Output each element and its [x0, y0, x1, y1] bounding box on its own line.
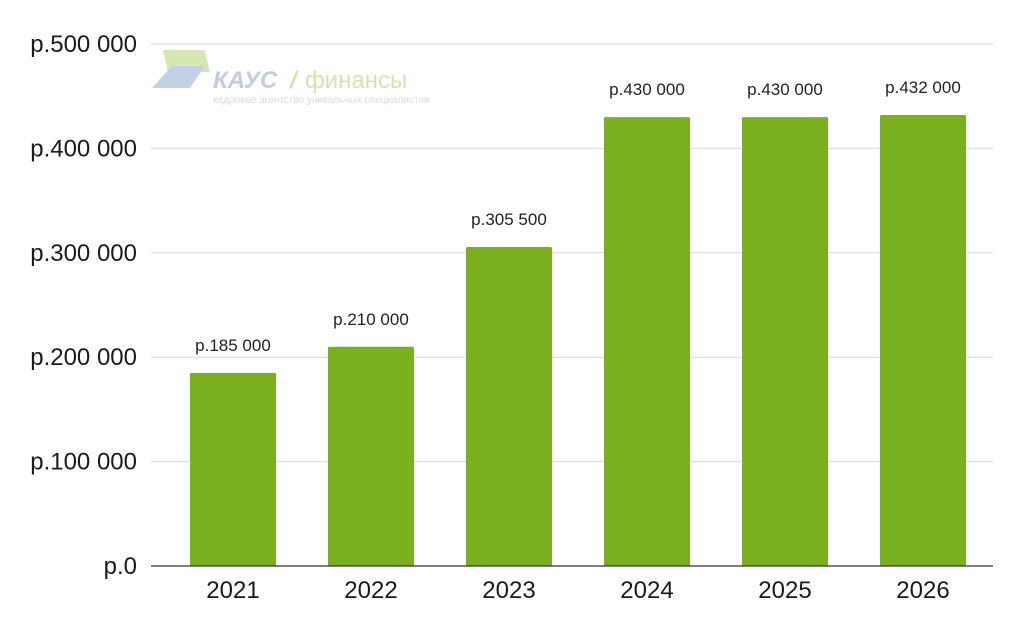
- bar-2025: [742, 117, 828, 566]
- x-tick-label: 2025: [758, 577, 811, 604]
- x-tick-label: 2024: [620, 577, 673, 604]
- bar-2024: [604, 117, 690, 566]
- bars: [190, 114, 966, 567]
- x-axis-tick-labels: 2021 2022 2023 2024 2025 2026: [206, 577, 949, 604]
- y-tick-label: р.500 000: [30, 31, 137, 58]
- grid-lines: [151, 43, 993, 463]
- x-tick-label: 2023: [482, 577, 535, 604]
- y-tick-label: р.400 000: [30, 135, 137, 162]
- x-tick-label: 2022: [344, 577, 397, 604]
- x-tick-label: 2026: [896, 577, 949, 604]
- y-tick-label: р.100 000: [30, 449, 137, 476]
- x-tick-label: 2021: [206, 577, 259, 604]
- watermark-product: финансы: [305, 67, 407, 94]
- data-label: р.185 000: [195, 336, 271, 355]
- data-label: р.305 500: [471, 210, 547, 229]
- y-tick-label: р.0: [104, 553, 137, 580]
- watermark-logo: КАУС / финансы кадровое агентство уникал…: [152, 50, 429, 106]
- y-tick-label: р.300 000: [30, 240, 137, 267]
- data-label: р.210 000: [333, 310, 409, 329]
- bar-2023: [466, 247, 552, 567]
- bar-2026: [880, 114, 966, 566]
- bar-2021: [190, 372, 276, 566]
- watermark-wing-icon: [152, 66, 205, 88]
- bar-2022: [328, 346, 414, 566]
- y-tick-label: р.200 000: [30, 344, 137, 371]
- watermark-brand: КАУС: [213, 67, 278, 94]
- y-axis-tick-labels: р.0 р.100 000 р.200 000 р.300 000 р.400 000 р…: [30, 31, 137, 580]
- watermark-tagline: кадровое агентство уникальных специалист…: [213, 95, 429, 106]
- data-label: р.430 000: [747, 80, 823, 99]
- watermark-slash: /: [289, 67, 299, 94]
- data-labels: р.185 000 р.210 000 р.305 500 р.430 000 р.43…: [195, 78, 961, 355]
- data-label: р.430 000: [609, 80, 685, 99]
- data-label: р.432 000: [885, 78, 961, 97]
